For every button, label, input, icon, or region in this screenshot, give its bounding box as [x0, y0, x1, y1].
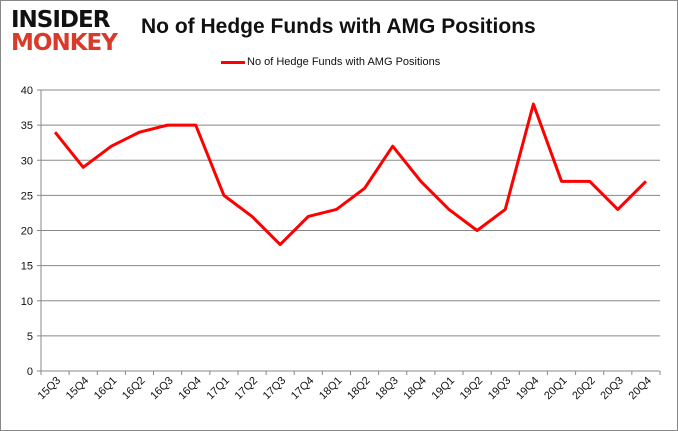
x-tick-label: 17Q2 — [233, 375, 261, 403]
x-tick-label: 17Q4 — [289, 375, 317, 403]
y-tick-label: 0 — [27, 366, 33, 378]
y-tick-label: 20 — [21, 226, 33, 238]
insider-monkey-logo: INSIDER MONKEY — [11, 7, 118, 56]
y-tick-label: 5 — [27, 331, 33, 343]
x-tick-label: 19Q1 — [430, 375, 458, 403]
y-tick-label: 35 — [21, 120, 33, 132]
x-tick-label: 15Q4 — [64, 375, 92, 403]
x-tick-label: 16Q1 — [92, 375, 120, 403]
x-tick-label: 20Q1 — [542, 375, 570, 403]
x-tick-label: 16Q3 — [148, 375, 176, 403]
x-tick-label: 16Q4 — [176, 375, 204, 403]
legend-swatch — [221, 60, 245, 64]
y-tick-label: 30 — [21, 155, 33, 167]
x-tick-label: 18Q1 — [317, 375, 345, 403]
logo-line2: MONKEY — [11, 30, 118, 56]
x-tick-label: 18Q4 — [401, 375, 429, 403]
x-tick-label: 20Q4 — [627, 375, 655, 403]
x-tick-label: 20Q3 — [598, 375, 626, 403]
x-tick-label: 19Q3 — [486, 375, 514, 403]
x-tick-label: 17Q1 — [204, 375, 232, 403]
x-tick-label: 17Q3 — [261, 375, 289, 403]
x-tick-label: 20Q2 — [570, 375, 598, 403]
series-line — [53, 102, 647, 247]
chart-title: No of Hedge Funds with AMG Positions — [141, 15, 536, 38]
x-tick-label: 18Q3 — [373, 375, 401, 403]
legend-label: No of Hedge Funds with AMG Positions — [247, 56, 441, 68]
logo-line1: INSIDER — [11, 7, 110, 33]
y-tick-label: 25 — [21, 190, 33, 202]
y-tick-label: 15 — [21, 261, 33, 273]
x-tick-label: 16Q2 — [120, 375, 148, 403]
legend: No of Hedge Funds with AMG Positions — [221, 56, 440, 68]
y-tick-label: 10 — [21, 296, 33, 308]
x-tick-label: 19Q2 — [458, 375, 486, 403]
x-tick-label: 15Q3 — [36, 375, 64, 403]
y-tick-label: 40 — [21, 85, 33, 97]
x-tick-label: 18Q2 — [345, 375, 373, 403]
x-tick-label: 19Q4 — [514, 375, 542, 403]
